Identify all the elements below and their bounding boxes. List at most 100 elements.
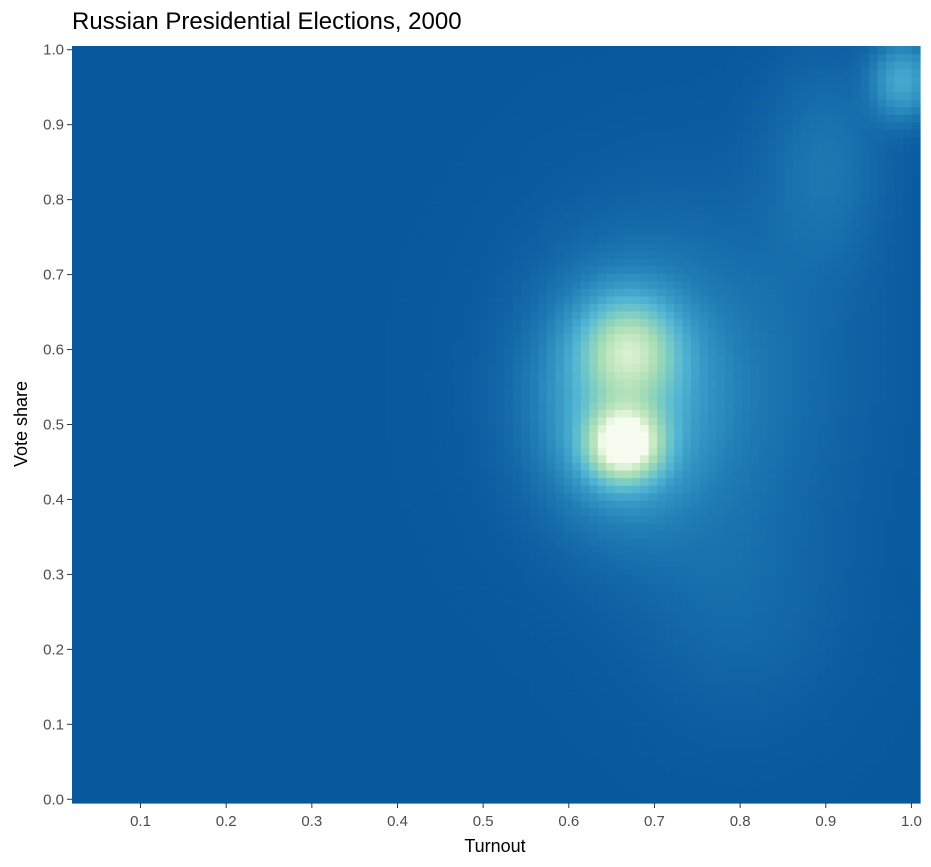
heatmap-cell (360, 659, 370, 668)
heatmap-cell (114, 666, 124, 675)
heatmap-cell (411, 204, 421, 214)
heatmap-cell (317, 750, 327, 759)
heatmap-cell (428, 462, 438, 471)
heatmap-cell (360, 560, 370, 569)
heatmap-cell (173, 689, 183, 698)
heatmap-cell (351, 575, 361, 585)
heatmap-cell (241, 530, 251, 539)
heatmap-cell (326, 220, 336, 229)
heatmap-cell (241, 257, 251, 267)
heatmap-cell (267, 674, 277, 683)
heatmap-cell (173, 659, 183, 668)
heatmap-cell (182, 273, 192, 282)
heatmap-cell (394, 83, 404, 93)
heatmap-cell (80, 795, 90, 804)
heatmap-cell (148, 273, 158, 282)
heatmap-cell (292, 659, 302, 668)
heatmap-cell (250, 295, 260, 304)
heatmap-cell (148, 598, 158, 607)
heatmap-cell (317, 469, 327, 479)
heatmap-cell (377, 76, 387, 85)
heatmap-cell (233, 98, 243, 108)
heatmap-cell (309, 772, 319, 781)
heatmap-cell (394, 772, 404, 781)
heatmap-cell (411, 651, 421, 660)
heatmap-cell (309, 477, 319, 486)
heatmap-cell (487, 538, 497, 547)
heatmap-cell (190, 659, 200, 668)
heatmap-cell (216, 674, 226, 683)
heatmap-cell (156, 545, 166, 554)
heatmap-cell (190, 250, 200, 259)
heatmap-cell (182, 628, 192, 638)
heatmap-cell (182, 432, 192, 441)
heatmap-cell (190, 477, 200, 486)
heatmap-cell (275, 469, 285, 479)
heatmap-cell (343, 280, 353, 289)
heatmap-cell (190, 727, 200, 736)
heatmap-cell (148, 704, 158, 713)
heatmap-cell (250, 76, 260, 85)
heatmap-cell (343, 265, 353, 274)
heatmap-cell (436, 189, 446, 198)
heatmap-cell (292, 772, 302, 781)
heatmap-cell (267, 780, 277, 789)
heatmap-cell (402, 704, 412, 713)
heatmap-cell (300, 530, 311, 539)
heatmap-cell (284, 326, 294, 335)
heatmap-cell (284, 606, 294, 615)
heatmap-cell (343, 432, 353, 441)
heatmap-cell (487, 273, 497, 282)
heatmap-cell (300, 507, 311, 516)
heatmap-cell (394, 621, 404, 630)
heatmap-cell (292, 167, 302, 176)
heatmap-cell (343, 288, 353, 297)
heatmap-cell (233, 469, 243, 479)
heatmap-cell (114, 265, 124, 274)
heatmap-cell (343, 689, 353, 698)
heatmap-cell (436, 212, 446, 221)
heatmap-cell (368, 439, 378, 448)
heatmap-cell (241, 734, 251, 744)
heatmap-cell (156, 719, 166, 728)
heatmap-cell (487, 772, 497, 781)
heatmap-cell (224, 575, 234, 585)
heatmap-cell (122, 560, 132, 569)
heatmap-cell (114, 53, 124, 62)
heatmap-cell (385, 606, 395, 615)
heatmap-cell (453, 651, 463, 660)
heatmap-cell (131, 795, 141, 804)
heatmap-cell (377, 651, 387, 660)
heatmap-cell (250, 129, 260, 138)
heatmap-cell (72, 522, 82, 532)
heatmap-cell (105, 151, 115, 161)
heatmap-cell (173, 462, 183, 471)
heatmap-cell (199, 174, 209, 183)
heatmap-cell (207, 61, 217, 70)
heatmap-cell (156, 106, 166, 115)
heatmap-cell (487, 780, 497, 789)
heatmap-cell (241, 144, 251, 153)
heatmap-cell (105, 288, 115, 297)
heatmap-cell (173, 91, 183, 100)
heatmap-cell (284, 68, 294, 77)
heatmap-cell (148, 151, 158, 161)
heatmap-cell (351, 136, 361, 146)
heatmap-cell (165, 727, 175, 736)
heatmap-cell (148, 394, 158, 403)
heatmap-cell (402, 757, 412, 766)
heatmap-cell (114, 485, 124, 494)
heatmap-cell (114, 734, 124, 744)
heatmap-cell (165, 795, 175, 804)
heatmap-cell (368, 144, 378, 153)
heatmap-cell (190, 734, 200, 744)
heatmap-cell (267, 303, 277, 312)
heatmap-cell (419, 409, 429, 418)
heatmap-cell (462, 348, 472, 357)
heatmap-cell (275, 310, 285, 320)
heatmap-cell (80, 704, 90, 713)
heatmap-cell (419, 129, 429, 138)
heatmap-cell (88, 719, 99, 728)
heatmap-cell (267, 507, 277, 516)
heatmap-cell (334, 91, 344, 100)
